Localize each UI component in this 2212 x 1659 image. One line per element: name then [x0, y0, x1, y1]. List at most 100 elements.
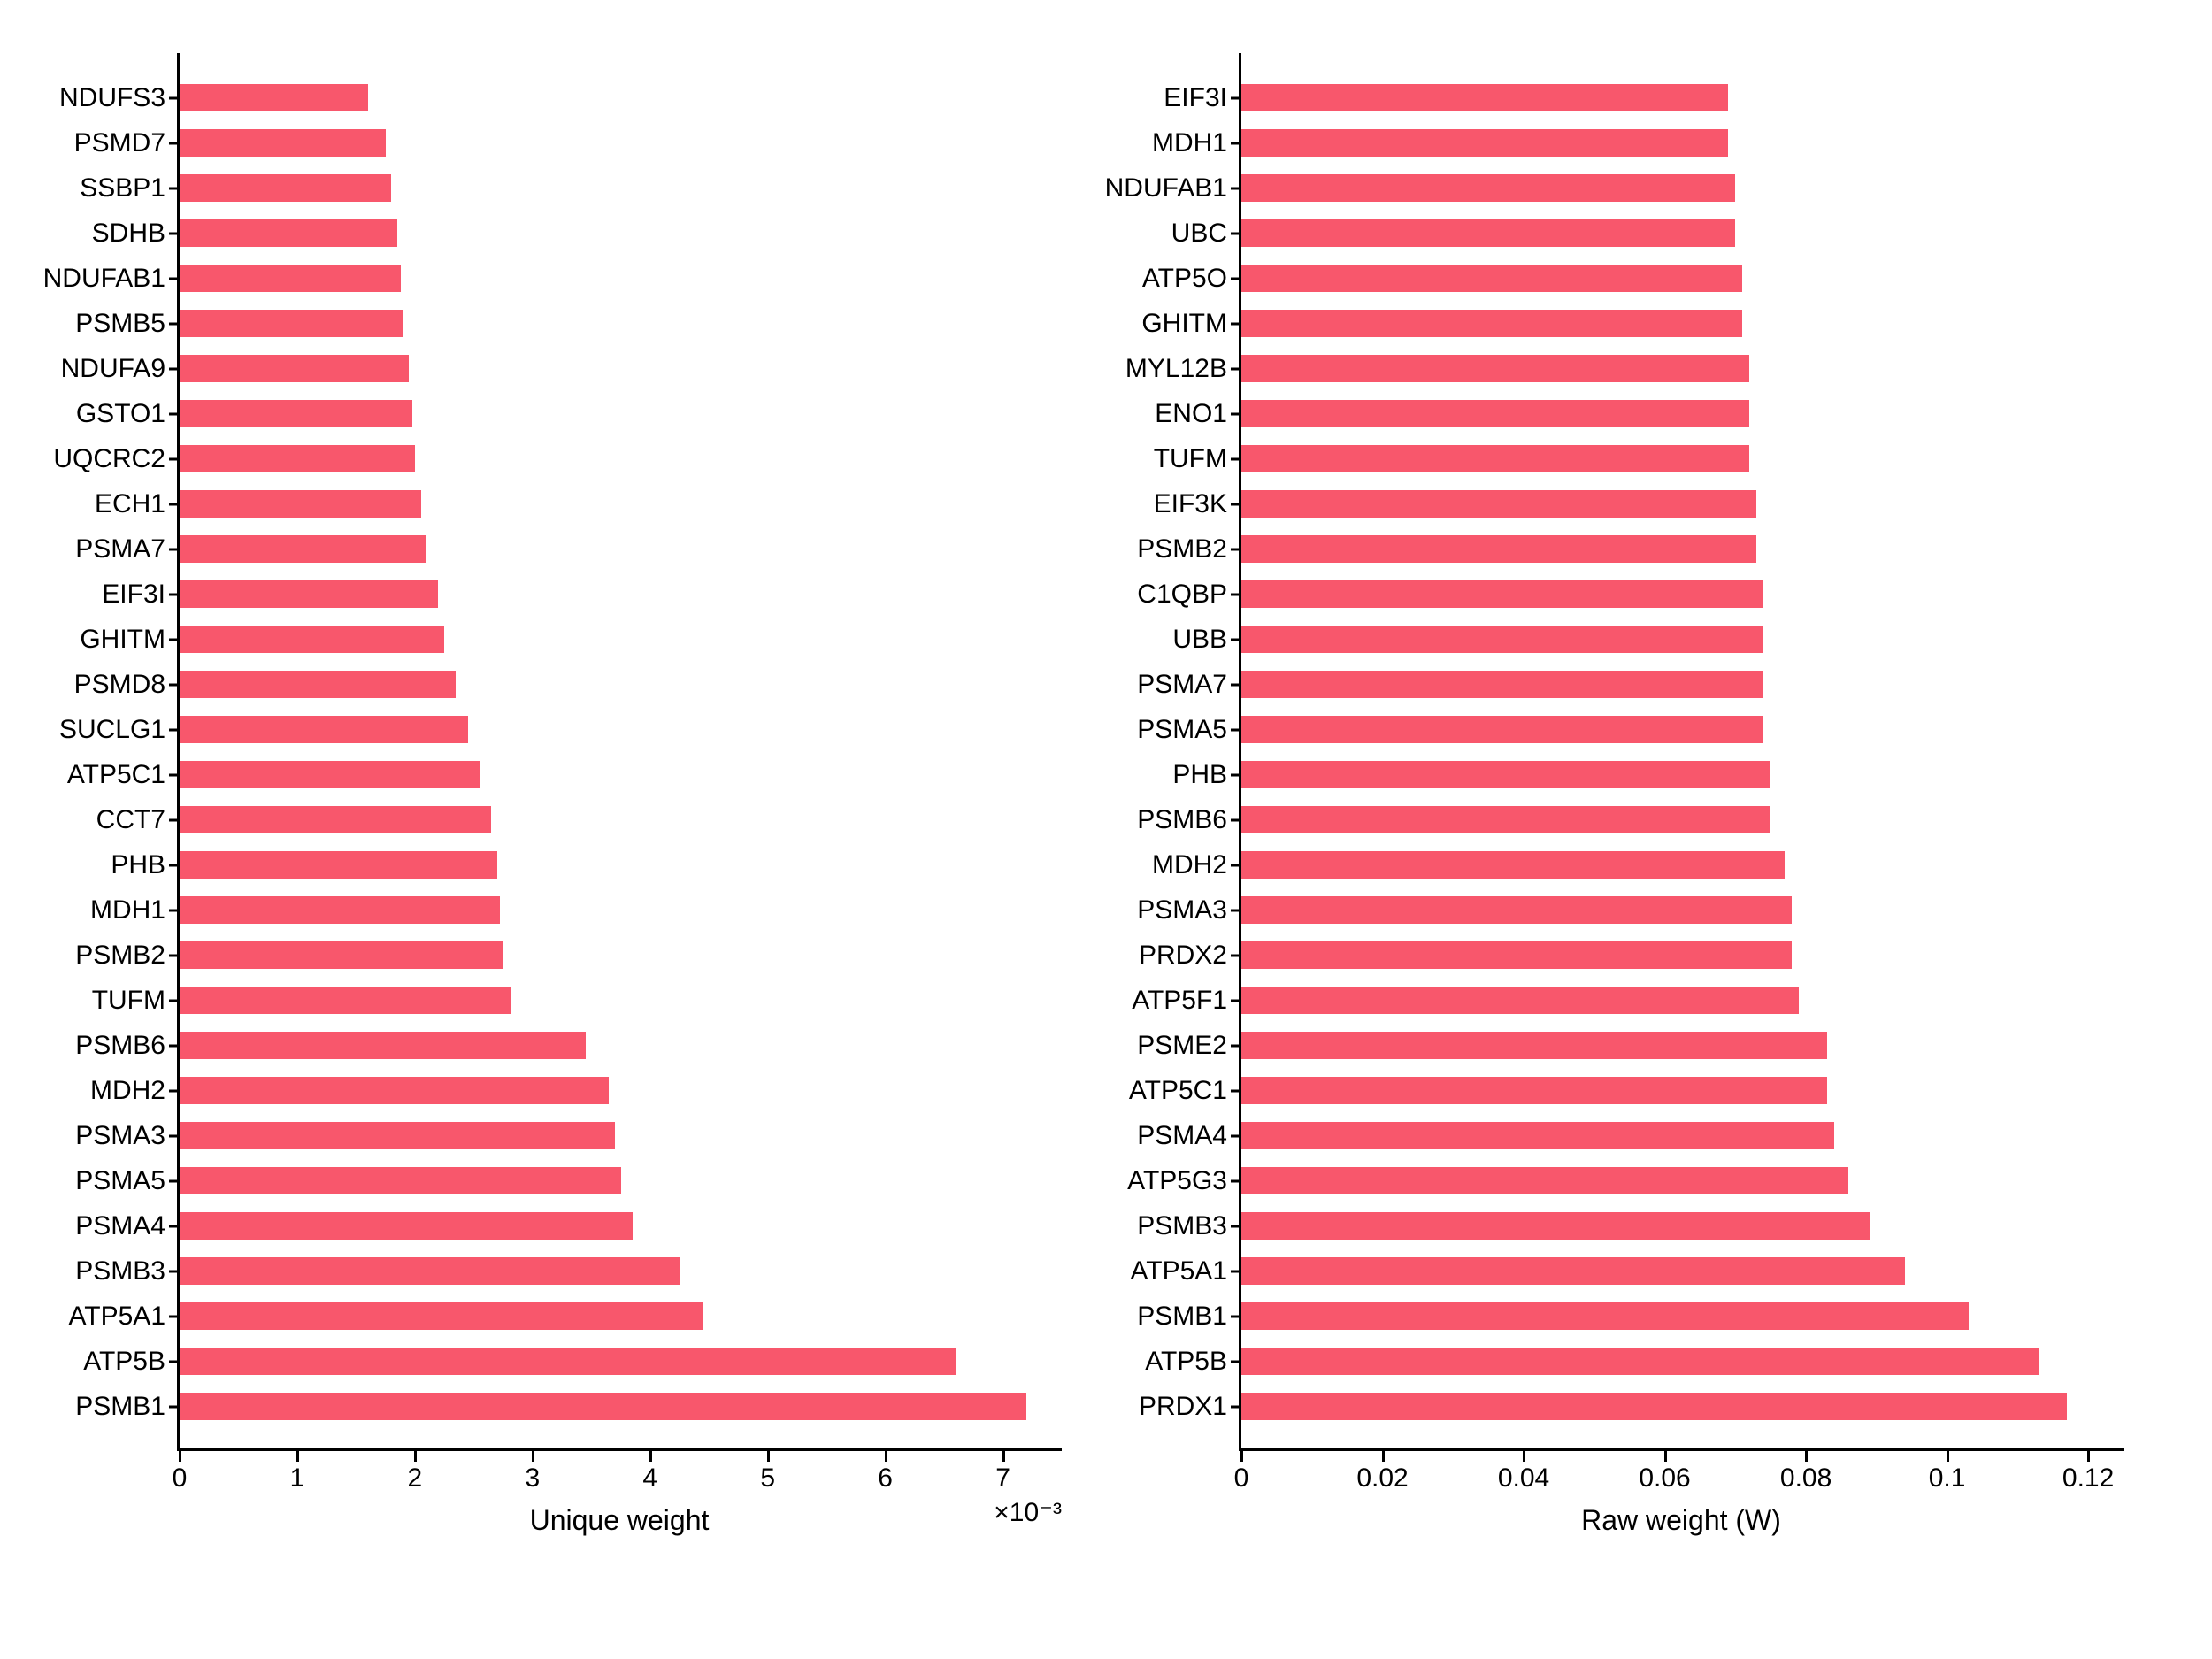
y-category-label: GHITM [1141, 301, 1241, 346]
y-tick-mark [1231, 638, 1241, 641]
y-category-label: PSMA3 [75, 1113, 180, 1158]
x-tick: 1 [296, 1451, 298, 1462]
y-tick-mark [1231, 1315, 1241, 1317]
bar [180, 1077, 609, 1105]
y-tick-mark [1231, 683, 1241, 686]
y-category-label: ATP5O [1142, 256, 1241, 301]
x-tick-label: 0.1 [1929, 1463, 1966, 1494]
y-category-label: CCT7 [96, 797, 180, 842]
bar-row: PHB [180, 842, 1062, 887]
bar [1241, 896, 1792, 925]
y-category-label: ATP5A1 [69, 1294, 180, 1339]
bar [180, 761, 480, 789]
y-tick-mark [1231, 818, 1241, 821]
y-category-label: NDUFAB1 [43, 256, 180, 301]
bar [1241, 1077, 1827, 1105]
y-tick-mark [1231, 1360, 1241, 1363]
x-tick-label: 0.04 [1498, 1463, 1549, 1494]
bar-row: NDUFAB1 [1241, 165, 2124, 211]
y-tick-mark [1231, 503, 1241, 505]
bar-row: ATP5G3 [1241, 1158, 2124, 1203]
right-plot-area: EIF3IMDH1NDUFAB1UBCATP5OGHITMMYL12BENO1T… [1239, 53, 2124, 1451]
bar [1241, 987, 1799, 1015]
y-category-label: TUFM [1154, 436, 1241, 481]
bar-row: EIF3K [1241, 481, 2124, 526]
bar [1241, 1032, 1827, 1060]
x-tick-label: 0.06 [1639, 1463, 1690, 1494]
y-category-label: ENO1 [1155, 391, 1241, 436]
y-tick-mark [169, 683, 180, 686]
bar [180, 1032, 586, 1060]
bar [180, 851, 497, 879]
x-tick: 0.1 [1947, 1451, 1948, 1462]
y-tick-mark [1231, 773, 1241, 776]
bar-row: TUFM [180, 978, 1062, 1023]
y-tick-mark [169, 999, 180, 1002]
y-category-label: NDUFS3 [59, 75, 180, 120]
y-tick-mark [169, 548, 180, 550]
y-category-label: EIF3I [102, 572, 180, 617]
y-tick-mark [1231, 999, 1241, 1002]
bar [1241, 1302, 1969, 1331]
bar-row: PSMB5 [180, 301, 1062, 346]
x-tick-mark [649, 1451, 652, 1462]
bar-row: EIF3I [180, 572, 1062, 617]
y-category-label: PSMA7 [75, 526, 180, 572]
bar [1241, 174, 1735, 203]
x-tick-mark [296, 1451, 299, 1462]
bar [180, 174, 391, 203]
bar-row: PSMB3 [180, 1248, 1062, 1294]
y-category-label: ATP5B [1145, 1339, 1241, 1384]
bar [1241, 129, 1728, 157]
y-tick-mark [1231, 1089, 1241, 1092]
bar-row: GSTO1 [180, 391, 1062, 436]
y-tick-mark [169, 232, 180, 234]
y-tick-mark [169, 773, 180, 776]
y-tick-mark [1231, 548, 1241, 550]
bar-row: SSBP1 [180, 165, 1062, 211]
bar-row: ATP5C1 [180, 752, 1062, 797]
x-tick-label: 0.12 [2062, 1463, 2114, 1494]
bar-row: PSMA7 [1241, 662, 2124, 707]
y-tick-mark [1231, 367, 1241, 370]
bar [180, 1257, 680, 1286]
x-tick-mark [414, 1451, 417, 1462]
bar [180, 941, 503, 970]
bar-row: ENO1 [1241, 391, 2124, 436]
y-category-label: PSMB2 [75, 933, 180, 978]
y-category-label: PSME2 [1137, 1023, 1241, 1068]
y-tick-mark [169, 1360, 180, 1363]
y-tick-mark [1231, 232, 1241, 234]
y-category-label: NDUFAB1 [1105, 165, 1241, 211]
x-tick-label: 1 [290, 1463, 305, 1494]
y-category-label: SUCLG1 [59, 707, 180, 752]
x-tick: 0 [1240, 1451, 1242, 1462]
x-tick: 0.12 [2087, 1451, 2089, 1462]
y-tick-mark [1231, 1044, 1241, 1047]
x-tick: 4 [649, 1451, 651, 1462]
bar-row: NDUFA9 [180, 346, 1062, 391]
y-tick-mark [1231, 1179, 1241, 1182]
bar [1241, 1122, 1834, 1150]
bar-row: ATP5A1 [1241, 1248, 2124, 1294]
y-category-label: ATP5B [83, 1339, 180, 1384]
x-tick: 0.06 [1664, 1451, 1666, 1462]
y-tick-mark [1231, 187, 1241, 189]
y-tick-mark [169, 1405, 180, 1408]
left-exponent-label: ×10⁻³ [994, 1497, 1062, 1528]
y-tick-mark [169, 187, 180, 189]
bar-row: PHB [1241, 752, 2124, 797]
bar-row: PSMB2 [180, 933, 1062, 978]
x-tick-mark [767, 1451, 770, 1462]
bar-row: PSMA4 [180, 1203, 1062, 1248]
y-category-label: PSMA3 [1137, 887, 1241, 933]
y-tick-mark [169, 638, 180, 641]
x-tick-label: 0 [1234, 1463, 1249, 1494]
bar [1241, 1393, 2067, 1421]
y-category-label: PSMA5 [1137, 707, 1241, 752]
bar [1241, 806, 1770, 834]
x-tick: 3 [532, 1451, 534, 1462]
x-tick-label: 5 [760, 1463, 775, 1494]
bar-row: PSMB1 [1241, 1294, 2124, 1339]
bar [1241, 761, 1770, 789]
